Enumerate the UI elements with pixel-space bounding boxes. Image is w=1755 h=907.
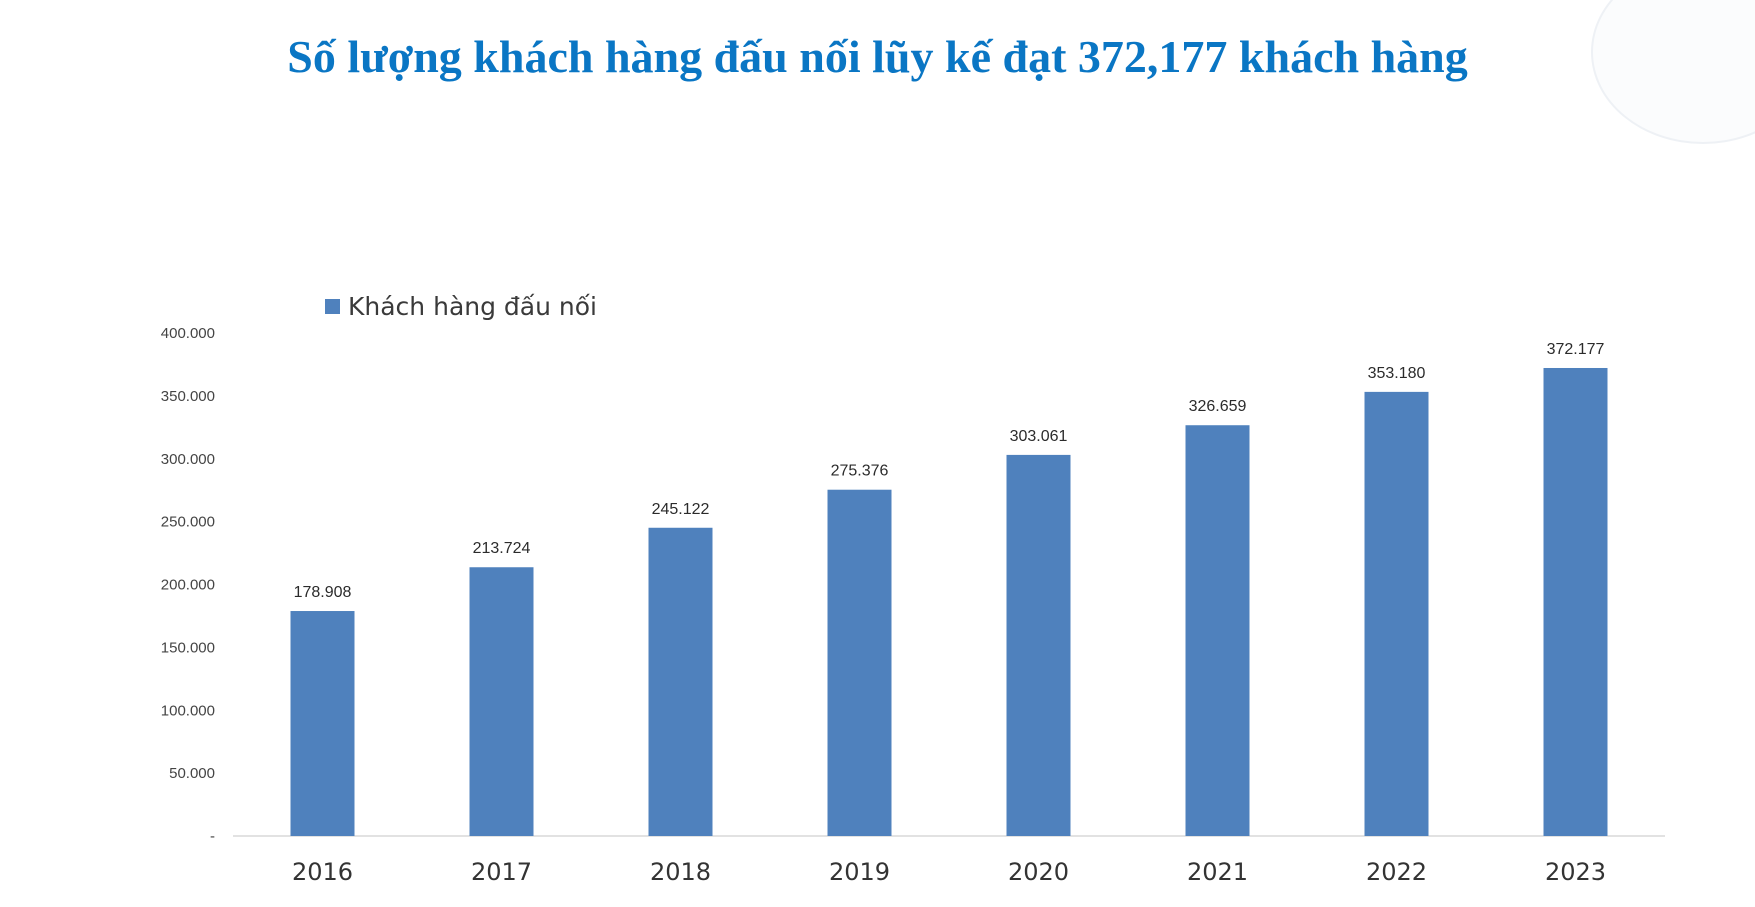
bar-2022 xyxy=(1364,391,1429,836)
x-tick-label-2017: 2017 xyxy=(471,858,532,886)
y-tick-label: 50.000 xyxy=(169,765,215,782)
y-tick-label: 250.000 xyxy=(161,514,215,531)
y-tick-label: 400.000 xyxy=(161,325,215,342)
x-tick-label-2020: 2020 xyxy=(1008,858,1069,886)
data-label-2022: 353.180 xyxy=(1368,365,1426,382)
data-label-2019: 275.376 xyxy=(831,463,889,480)
x-tick-label-2022: 2022 xyxy=(1366,858,1427,886)
data-label-2020: 303.061 xyxy=(1010,428,1068,445)
y-tick-label: - xyxy=(210,828,215,845)
chart-title: Số lượng khách hàng đấu nối lũy kế đạt 3… xyxy=(287,31,1468,82)
data-label-2016: 178.908 xyxy=(294,584,352,601)
bar-2019 xyxy=(827,489,892,836)
x-tick-label-2018: 2018 xyxy=(650,858,711,886)
bar-2016 xyxy=(290,611,355,836)
y-tick-label: 350.000 xyxy=(161,388,215,405)
bar-2021 xyxy=(1185,425,1250,836)
y-tick-label: 300.000 xyxy=(161,451,215,468)
data-label-2017: 213.724 xyxy=(473,540,531,557)
y-tick-label: 100.000 xyxy=(161,702,215,719)
bar-2017 xyxy=(469,567,534,836)
bar-2018 xyxy=(648,527,713,836)
bar-2020 xyxy=(1006,454,1071,836)
y-tick-label: 200.000 xyxy=(161,577,215,594)
x-tick-label-2023: 2023 xyxy=(1545,858,1606,886)
data-label-2023: 372.177 xyxy=(1547,341,1605,358)
data-label-2021: 326.659 xyxy=(1189,398,1247,415)
data-label-2018: 245.122 xyxy=(652,501,710,518)
y-tick-label: 150.000 xyxy=(161,639,215,656)
x-tick-label-2021: 2021 xyxy=(1187,858,1248,886)
x-tick-label-2019: 2019 xyxy=(829,858,890,886)
chart-legend: Khách hàng đấu nối xyxy=(325,292,597,321)
x-tick-label-2016: 2016 xyxy=(292,858,353,886)
legend-label: Khách hàng đấu nối xyxy=(348,292,597,321)
legend-swatch-icon xyxy=(325,299,340,314)
bar-2023 xyxy=(1543,367,1608,836)
